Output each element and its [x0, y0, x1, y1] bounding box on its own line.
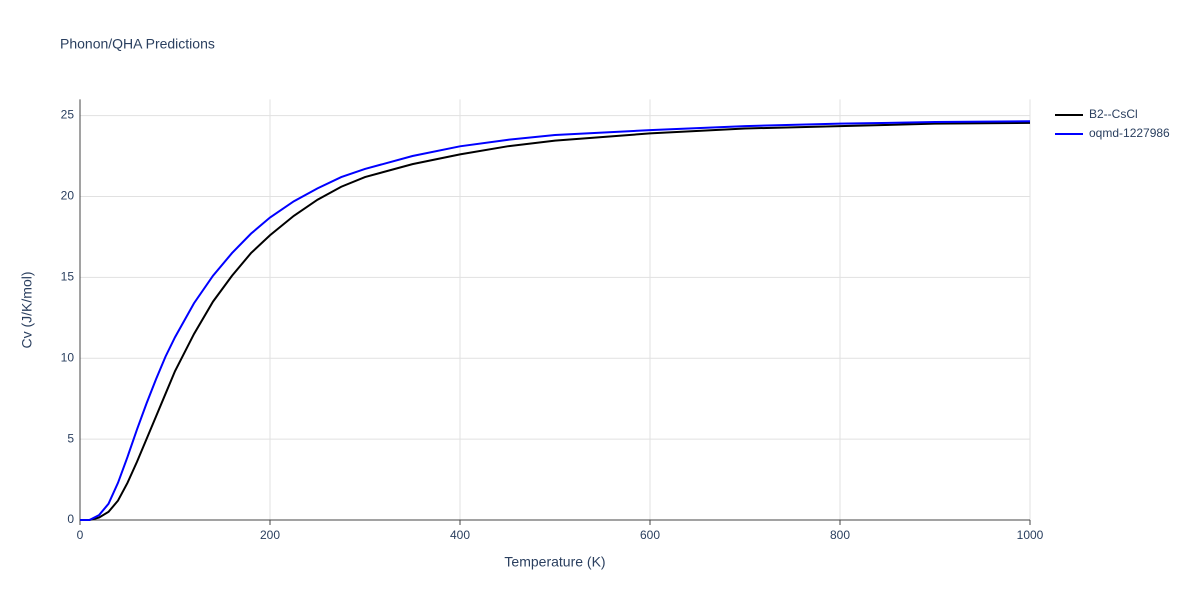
series-line — [80, 121, 1031, 521]
x-tick-label: 200 — [260, 528, 280, 542]
y-tick-label: 20 — [61, 189, 75, 203]
x-tick-label: 0 — [77, 528, 84, 542]
chart-title: Phonon/QHA Predictions — [60, 36, 215, 52]
x-tick-label: 400 — [450, 528, 470, 542]
y-axis-title: Cv (J/K/mol) — [19, 272, 35, 349]
y-tick-label: 15 — [61, 270, 75, 284]
y-tick-label: 0 — [67, 512, 74, 526]
legend-label: oqmd-1227986 — [1089, 126, 1170, 140]
x-tick-label: 600 — [640, 528, 660, 542]
series-line — [80, 120, 1031, 521]
x-axis-title: Temperature (K) — [504, 554, 605, 570]
x-tick-label: 1000 — [1017, 528, 1044, 542]
legend-label: B2--CsCl — [1089, 107, 1138, 121]
x-tick-label: 800 — [830, 528, 850, 542]
y-tick-label: 10 — [61, 350, 75, 364]
y-tick-label: 25 — [61, 108, 75, 122]
y-tick-label: 5 — [67, 431, 74, 445]
